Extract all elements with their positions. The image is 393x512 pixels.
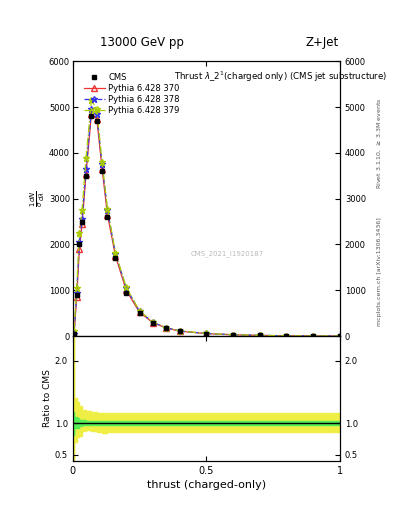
Pythia 6.428 370 <box>72 332 76 338</box>
Pythia 6.428 370 <box>113 253 118 259</box>
Pythia 6.428 370 <box>151 319 155 326</box>
Pythia 6.428 378 <box>100 161 105 167</box>
Pythia 6.428 370 <box>105 211 110 218</box>
Pythia 6.428 379 <box>204 330 209 336</box>
Pythia 6.428 379 <box>74 285 79 291</box>
CMS <box>100 168 105 174</box>
Pythia 6.428 378 <box>72 331 76 337</box>
Pythia 6.428 379 <box>338 333 342 339</box>
Pythia 6.428 379 <box>80 207 84 213</box>
CMS <box>105 214 110 220</box>
CMS <box>77 242 82 248</box>
CMS <box>164 325 169 331</box>
Pythia 6.428 378 <box>77 239 82 245</box>
CMS <box>311 333 316 339</box>
Pythia 6.428 370 <box>89 111 94 117</box>
Pythia 6.428 379 <box>77 230 82 236</box>
Pythia 6.428 370 <box>257 332 262 338</box>
Pythia 6.428 379 <box>89 97 94 103</box>
CMS <box>89 113 94 119</box>
Pythia 6.428 378 <box>137 308 142 314</box>
Text: CMS_2021_I1920187: CMS_2021_I1920187 <box>191 250 264 257</box>
Pythia 6.428 370 <box>80 221 84 227</box>
Pythia 6.428 370 <box>204 331 209 337</box>
Pythia 6.428 378 <box>84 166 88 172</box>
CMS <box>257 332 262 338</box>
CMS <box>84 173 88 179</box>
Pythia 6.428 379 <box>137 308 142 314</box>
Line: Pythia 6.428 370: Pythia 6.428 370 <box>71 111 343 339</box>
Pythia 6.428 378 <box>284 333 289 339</box>
Pythia 6.428 370 <box>164 325 169 331</box>
Pythia 6.428 378 <box>231 332 235 338</box>
Pythia 6.428 379 <box>100 159 105 165</box>
Pythia 6.428 378 <box>89 106 94 113</box>
Pythia 6.428 378 <box>80 216 84 222</box>
Pythia 6.428 370 <box>338 333 342 339</box>
CMS <box>284 333 289 339</box>
X-axis label: thrust (charged-only): thrust (charged-only) <box>147 480 266 490</box>
Pythia 6.428 378 <box>204 330 209 336</box>
Pythia 6.428 379 <box>177 328 182 334</box>
Line: CMS: CMS <box>72 114 342 338</box>
CMS <box>231 332 235 338</box>
Pythia 6.428 379 <box>113 250 118 256</box>
Pythia 6.428 378 <box>124 285 129 291</box>
CMS <box>137 310 142 316</box>
Text: Thrust $\lambda\_2^1$(charged only) (CMS jet substructure): Thrust $\lambda\_2^1$(charged only) (CMS… <box>174 70 387 84</box>
Pythia 6.428 379 <box>311 333 316 339</box>
Pythia 6.428 370 <box>74 294 79 300</box>
Y-axis label: Ratio to CMS: Ratio to CMS <box>43 370 52 428</box>
Text: 13000 GeV pp: 13000 GeV pp <box>99 36 184 49</box>
Pythia 6.428 378 <box>164 325 169 331</box>
Pythia 6.428 370 <box>100 166 105 172</box>
Pythia 6.428 379 <box>284 333 289 339</box>
Pythia 6.428 378 <box>74 289 79 295</box>
Pythia 6.428 378 <box>177 328 182 334</box>
Pythia 6.428 379 <box>84 155 88 161</box>
Pythia 6.428 378 <box>151 319 155 325</box>
Pythia 6.428 379 <box>72 328 76 334</box>
Line: Pythia 6.428 378: Pythia 6.428 378 <box>71 106 343 339</box>
Text: Rivet 3.1.10, $\geq$ 3.3M events: Rivet 3.1.10, $\geq$ 3.3M events <box>375 98 383 189</box>
Pythia 6.428 370 <box>84 170 88 177</box>
Pythia 6.428 379 <box>257 332 262 338</box>
Pythia 6.428 378 <box>113 250 118 257</box>
CMS <box>74 292 79 298</box>
CMS <box>151 320 155 326</box>
Text: mcplots.cern.ch [arXiv:1306.3436]: mcplots.cern.ch [arXiv:1306.3436] <box>377 217 382 326</box>
Pythia 6.428 370 <box>94 116 99 122</box>
CMS <box>94 118 99 124</box>
CMS <box>80 219 84 225</box>
Pythia 6.428 379 <box>94 106 99 113</box>
Line: Pythia 6.428 379: Pythia 6.428 379 <box>71 97 343 339</box>
Pythia 6.428 378 <box>94 111 99 117</box>
Pythia 6.428 379 <box>151 319 155 325</box>
Pythia 6.428 370 <box>177 328 182 334</box>
Pythia 6.428 378 <box>338 333 342 339</box>
Pythia 6.428 370 <box>77 246 82 252</box>
Pythia 6.428 379 <box>105 206 110 212</box>
CMS <box>177 328 182 334</box>
Pythia 6.428 370 <box>311 333 316 339</box>
CMS <box>204 331 209 337</box>
CMS <box>72 331 76 337</box>
Pythia 6.428 370 <box>124 287 129 293</box>
CMS <box>124 289 129 295</box>
Pythia 6.428 379 <box>231 332 235 338</box>
Pythia 6.428 370 <box>284 333 289 339</box>
Pythia 6.428 370 <box>231 332 235 338</box>
Pythia 6.428 379 <box>124 284 129 290</box>
Pythia 6.428 370 <box>137 309 142 315</box>
Pythia 6.428 379 <box>164 325 169 331</box>
Legend: CMS, Pythia 6.428 370, Pythia 6.428 378, Pythia 6.428 379: CMS, Pythia 6.428 370, Pythia 6.428 378,… <box>82 71 181 117</box>
Pythia 6.428 378 <box>311 333 316 339</box>
Y-axis label: $\frac{1}{\sigma}\frac{dN}{d\lambda}$: $\frac{1}{\sigma}\frac{dN}{d\lambda}$ <box>29 190 48 207</box>
CMS <box>113 255 118 261</box>
CMS <box>338 333 342 339</box>
Pythia 6.428 378 <box>105 207 110 213</box>
Pythia 6.428 378 <box>257 332 262 338</box>
Text: Z+Jet: Z+Jet <box>306 36 339 49</box>
